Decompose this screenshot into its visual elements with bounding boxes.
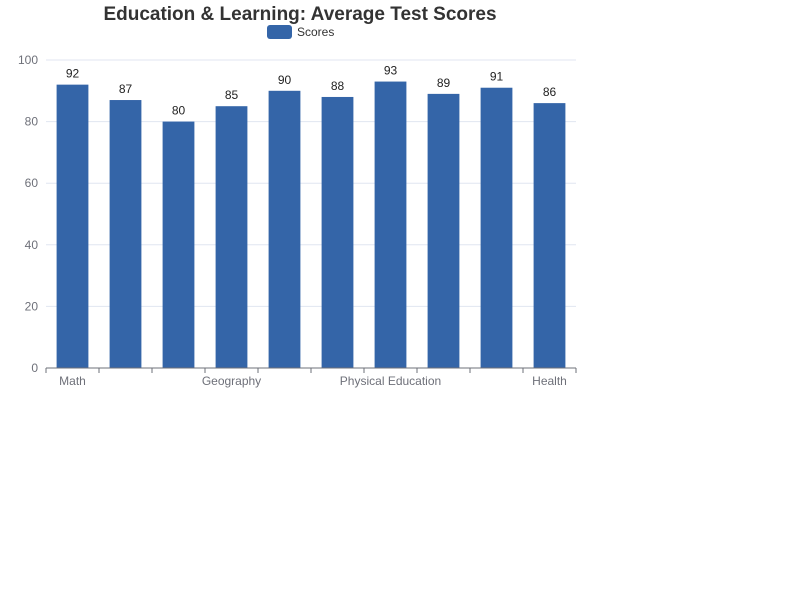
data-label-9: 86	[543, 85, 557, 99]
y-tick-label-100: 100	[18, 53, 38, 67]
x-tick-label-6: Physical Education	[340, 374, 441, 388]
data-label-6: 93	[384, 64, 398, 78]
bar-5[interactable]	[321, 96, 354, 369]
x-tick-label-0: Math	[59, 374, 86, 388]
y-tick-label-60: 60	[25, 176, 39, 190]
bar-1[interactable]	[109, 100, 142, 368]
legend[interactable]: Scores	[267, 25, 334, 39]
x-axis: Math Geography Physical Education Health	[45, 367, 577, 388]
bar-7[interactable]	[427, 93, 460, 368]
bar-3[interactable]	[215, 106, 248, 368]
y-tick-label-40: 40	[25, 238, 39, 252]
bar-8[interactable]	[480, 87, 513, 368]
legend-label-scores: Scores	[297, 25, 334, 39]
data-label-4: 90	[278, 73, 292, 87]
data-label-1: 87	[119, 82, 133, 96]
bar-2[interactable]	[162, 121, 195, 368]
x-tick-label-9: Health	[532, 374, 567, 388]
bar-6[interactable]	[374, 81, 407, 368]
y-tick-label-0: 0	[31, 361, 38, 375]
chart-title: Education & Learning: Average Test Score…	[103, 4, 496, 25]
y-axis: 0 20 40 60 80 100	[18, 53, 38, 375]
bar-4[interactable]	[268, 90, 301, 369]
y-tick-label-80: 80	[25, 115, 39, 129]
bar-0[interactable]	[56, 84, 89, 368]
y-tick-label-20: 20	[25, 299, 39, 313]
data-label-7: 89	[437, 76, 451, 90]
data-label-8: 91	[490, 70, 504, 84]
data-label-5: 88	[331, 79, 345, 93]
data-label-3: 85	[225, 88, 239, 102]
legend-swatch-scores	[267, 25, 292, 39]
data-label-2: 80	[172, 104, 186, 118]
data-labels: 92 87 80 85 90 88 93 89 91 86	[66, 64, 557, 118]
bars	[56, 81, 566, 369]
bar-9[interactable]	[533, 103, 566, 369]
data-label-0: 92	[66, 67, 80, 81]
x-tick-label-3: Geography	[202, 374, 261, 388]
